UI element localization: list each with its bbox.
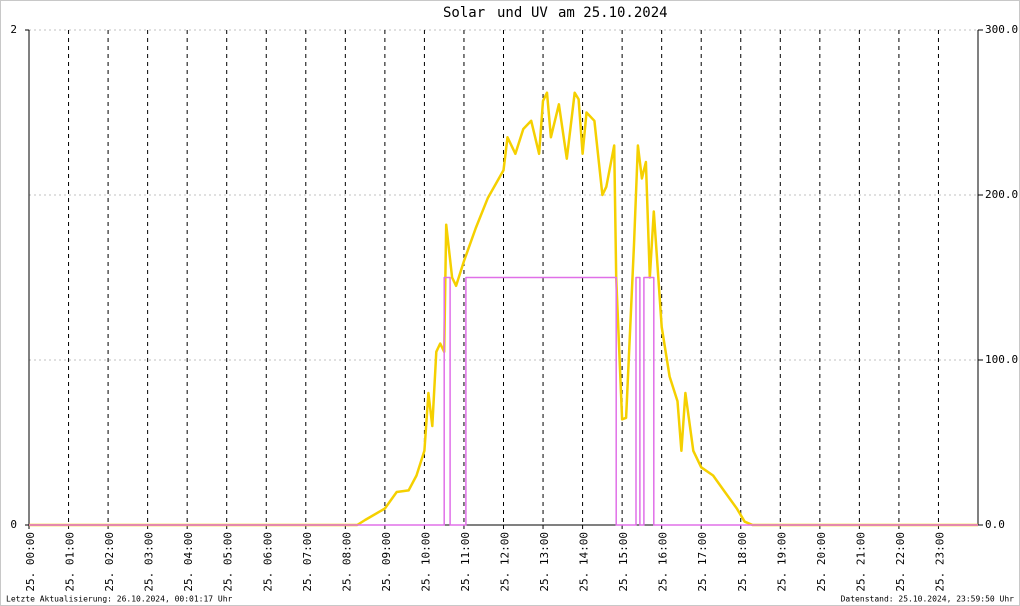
x-tick-label: 25. 22:00 <box>894 532 907 592</box>
series-line <box>29 276 978 526</box>
y-tick-label: 0 <box>10 518 17 531</box>
x-tick-label: 25. 19:00 <box>775 532 788 592</box>
title-und: und <box>497 5 522 21</box>
x-tick-label: 25. 14:00 <box>578 532 591 592</box>
x-tick-label: 25. 21:00 <box>854 532 867 592</box>
x-tick-label: 25. 03:00 <box>143 532 156 592</box>
y2-tick-label: 0.0 <box>985 518 1005 531</box>
footer-right: Datenstand: 25.10.2024, 23:59:50 Uhr <box>841 595 1015 604</box>
x-tick-label: 25. 07:00 <box>301 532 314 592</box>
x-tick-label: 25. 13:00 <box>538 532 551 592</box>
x-tick-label: 25. 20:00 <box>815 532 828 592</box>
x-tick-label: 25. 08:00 <box>340 532 353 592</box>
x-tick-label: 25. 12:00 <box>499 532 512 592</box>
y2-tick-label: 300.0 <box>985 23 1018 36</box>
x-tick-label: 25. 05:00 <box>222 532 235 592</box>
x-tick-label: 25. 02:00 <box>103 532 116 592</box>
series-line <box>29 91 978 527</box>
x-tick-label: 25. 15:00 <box>617 532 630 592</box>
footer-left: Letzte Aktualisierung: 26.10.2024, 00:01… <box>6 595 233 604</box>
chart-title: Solar und UV am 25.10.2024 <box>443 5 668 21</box>
y-tick-label: 2 <box>10 23 17 36</box>
x-tick-label: 25. 11:00 <box>459 532 472 592</box>
x-tick-label: 25. 17:00 <box>696 532 709 592</box>
x-tick-label: 25. 16:00 <box>657 532 670 592</box>
x-tick-label: 25. 10:00 <box>419 532 432 592</box>
x-tick-label: 25. 01:00 <box>64 532 77 592</box>
title-date: am 25.10.2024 <box>558 5 668 21</box>
y2-tick-label: 200.0 <box>985 188 1018 201</box>
title-uv: UV <box>531 5 548 21</box>
x-tick-label: 25. 06:00 <box>261 532 274 592</box>
title-solar: Solar <box>443 5 485 21</box>
y2-tick-label: 100.0 <box>985 353 1018 366</box>
x-tick-label: 25. 00:00 <box>24 532 37 592</box>
x-tick-label: 25. 23:00 <box>933 532 946 592</box>
x-tick-label: 25. 18:00 <box>736 532 749 592</box>
x-tick-label: 25. 04:00 <box>182 532 195 592</box>
x-tick-label: 25. 09:00 <box>380 532 393 592</box>
